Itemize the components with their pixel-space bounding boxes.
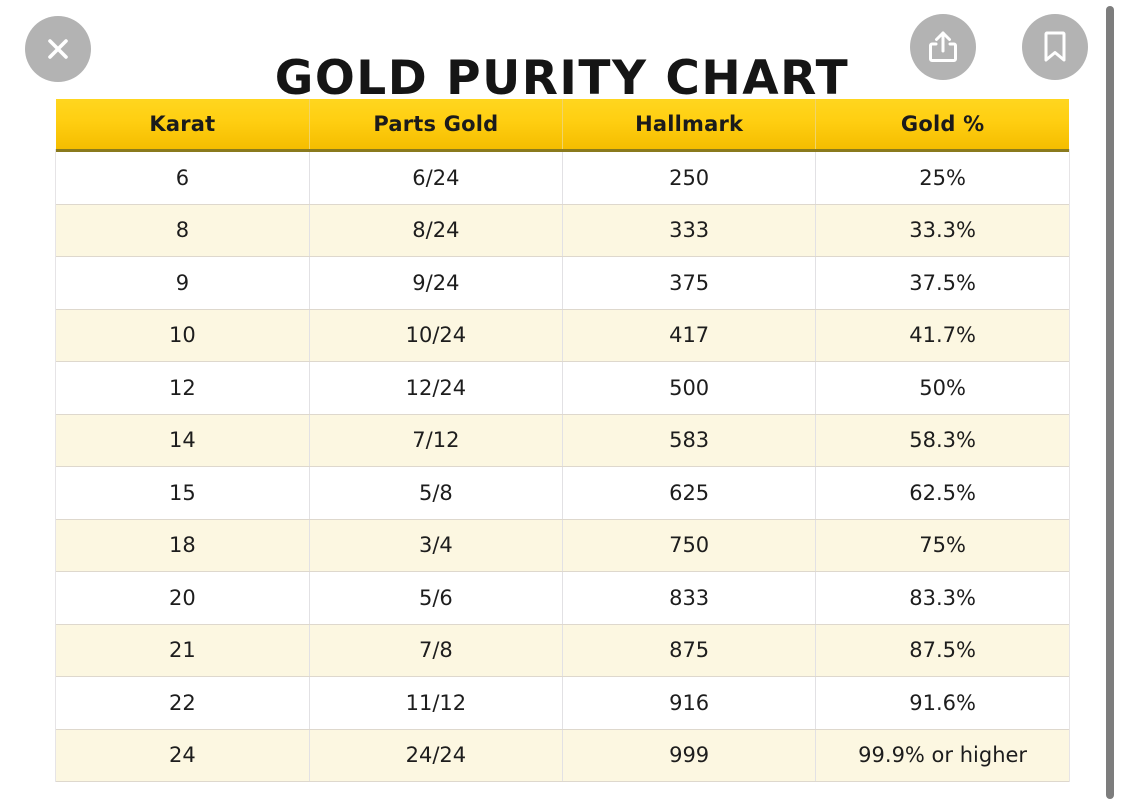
bookmark-icon [1040,29,1070,65]
vertical-scrollbar-thumb[interactable] [1106,6,1114,799]
cell-gold-pct: 50% [815,361,1069,415]
cell-gold-pct: 75% [815,519,1069,572]
table-row: 21 7/8 875 87.5% [56,624,1069,677]
table-left-rule [55,149,56,782]
cell-parts-gold: 5/8 [309,466,564,520]
close-button[interactable] [25,16,91,82]
column-header-karat: Karat [56,99,310,152]
cell-hallmark: 625 [562,466,817,520]
cell-parts-gold: 24/24 [309,729,564,782]
table-row: 20 5/6 833 83.3% [56,571,1069,625]
cell-parts-gold: 6/24 [309,150,564,205]
cell-karat: 18 [56,519,310,572]
column-header-gold-pct: Gold % [815,99,1069,152]
cell-hallmark: 500 [562,361,817,415]
cell-gold-pct: 37.5% [815,256,1069,310]
cell-parts-gold: 8/24 [309,204,564,257]
cell-karat: 12 [56,361,310,415]
table-row: 9 9/24 375 37.5% [56,256,1069,310]
cell-parts-gold: 9/24 [309,256,564,310]
cell-hallmark: 750 [562,519,817,572]
cell-hallmark: 250 [562,150,817,205]
table-row: 22 11/12 916 91.6% [56,676,1069,730]
cell-karat: 20 [56,571,310,625]
cell-karat: 8 [56,204,310,257]
cell-parts-gold: 7/8 [309,624,564,677]
cell-karat: 22 [56,676,310,730]
page-title: GOLD PURITY CHART [274,51,850,107]
cell-hallmark: 583 [562,414,817,467]
table-row: 14 7/12 583 58.3% [56,414,1069,467]
share-button[interactable] [910,14,976,80]
gold-purity-table-wrapper: Karat Parts Gold Hallmark Gold % 6 6/24 25… [55,99,1070,782]
cell-hallmark: 999 [562,729,817,782]
cell-gold-pct: 25% [815,150,1069,205]
cell-parts-gold: 11/12 [309,676,564,730]
cell-karat: 10 [56,309,310,362]
cell-gold-pct: 41.7% [815,309,1069,362]
share-icon [926,29,960,65]
cell-hallmark: 875 [562,624,817,677]
cell-gold-pct: 87.5% [815,624,1069,677]
top-bar: GOLD PURITY CHART [0,0,1124,106]
vertical-scrollbar-track[interactable] [1106,6,1114,799]
cell-gold-pct: 58.3% [815,414,1069,467]
gold-purity-table: Karat Parts Gold Hallmark Gold % 6 6/24 25… [56,99,1069,782]
cell-karat: 6 [56,150,310,205]
cell-gold-pct: 91.6% [815,676,1069,730]
table-row: 24 24/24 999 99.9% or higher [56,729,1069,782]
cell-hallmark: 833 [562,571,817,625]
table-row: 18 3/4 750 75% [56,519,1069,572]
cell-parts-gold: 12/24 [309,361,564,415]
cell-hallmark: 333 [562,204,817,257]
close-icon [42,33,74,65]
cell-karat: 14 [56,414,310,467]
table-row: 10 10/24 417 41.7% [56,309,1069,362]
table-row: 15 5/8 625 62.5% [56,466,1069,520]
cell-hallmark: 375 [562,256,817,310]
cell-parts-gold: 3/4 [309,519,564,572]
cell-karat: 21 [56,624,310,677]
bookmark-button[interactable] [1022,14,1088,80]
column-header-parts-gold: Parts Gold [309,99,564,152]
cell-karat: 9 [56,256,310,310]
cell-parts-gold: 10/24 [309,309,564,362]
table-row: 8 8/24 333 33.3% [56,204,1069,257]
cell-parts-gold: 5/6 [309,571,564,625]
cell-parts-gold: 7/12 [309,414,564,467]
cell-gold-pct: 33.3% [815,204,1069,257]
column-header-hallmark: Hallmark [562,99,817,152]
cell-hallmark: 417 [562,309,817,362]
cell-hallmark: 916 [562,676,817,730]
table-row: 12 12/24 500 50% [56,361,1069,415]
cell-gold-pct: 62.5% [815,466,1069,520]
cell-karat: 15 [56,466,310,520]
table-body: 6 6/24 250 25% 8 8/24 333 33.3% 9 9/24 375 37.5% 10 1… [56,150,1069,782]
table-right-rule [1069,149,1070,782]
table-header-row: Karat Parts Gold Hallmark Gold % [56,99,1069,152]
table-row: 6 6/24 250 25% [56,150,1069,205]
cell-gold-pct: 83.3% [815,571,1069,625]
cell-karat: 24 [56,729,310,782]
cell-gold-pct: 99.9% or higher [815,729,1069,782]
